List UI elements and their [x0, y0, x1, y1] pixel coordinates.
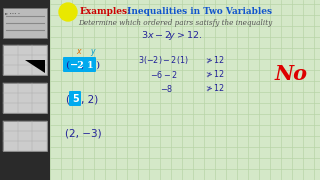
Text: −2: −2 [70, 60, 85, 69]
Text: (: ( [65, 60, 69, 69]
Text: ,: , [81, 60, 84, 69]
Bar [3, 121, 47, 151]
Text: (: ( [65, 94, 69, 104]
Text: $-6-2$: $-6-2$ [150, 69, 178, 80]
Text: $3(-2)-2(1)$: $3(-2)-2(1)$ [138, 54, 188, 66]
Text: , 2): , 2) [81, 94, 98, 104]
FancyBboxPatch shape [63, 57, 85, 72]
Text: $3x - 2\!y > 12.$: $3x - 2\!y > 12.$ [141, 28, 202, 42]
Bar [3, 8, 47, 38]
Text: 1: 1 [87, 60, 94, 69]
Text: y: y [90, 46, 94, 55]
Bar [50, 0, 320, 180]
Text: 5: 5 [72, 94, 79, 104]
Bar [3, 83, 47, 113]
Text: ): ) [95, 60, 99, 69]
Text: Examples:: Examples: [80, 6, 132, 15]
Text: $\ngtr 12$: $\ngtr 12$ [204, 69, 225, 79]
Polygon shape [25, 60, 45, 73]
Circle shape [59, 3, 77, 21]
Bar [0, 0, 50, 180]
Text: Inequalities in Two Variables: Inequalities in Two Variables [124, 6, 272, 15]
Text: Determine which ordered pairs satisfy the inequality: Determine which ordered pairs satisfy th… [78, 19, 272, 27]
FancyBboxPatch shape [69, 91, 81, 106]
Text: (2, −3): (2, −3) [65, 128, 102, 138]
Text: $\ngtr 12$: $\ngtr 12$ [204, 83, 225, 93]
FancyBboxPatch shape [84, 57, 96, 72]
Text: No: No [275, 64, 308, 84]
Text: x: x [76, 46, 81, 55]
Bar [3, 45, 47, 75]
Text: $-8$: $-8$ [160, 82, 173, 93]
Text: $\ngtr 12$: $\ngtr 12$ [204, 55, 225, 65]
Text: ► ••• •: ► ••• • [5, 12, 20, 16]
